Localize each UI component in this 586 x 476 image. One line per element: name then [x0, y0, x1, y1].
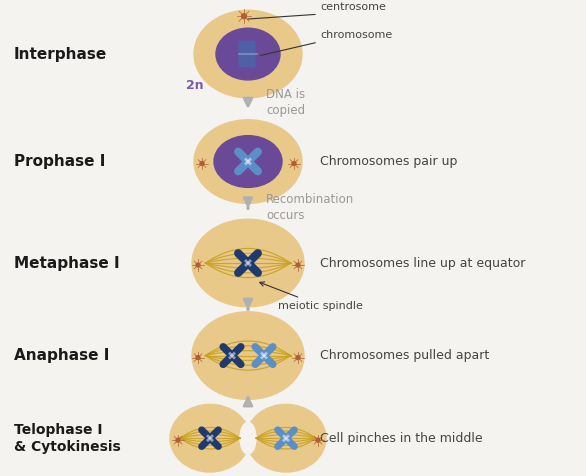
Circle shape	[292, 161, 296, 166]
Text: Anaphase I: Anaphase I	[14, 348, 110, 363]
Text: chromosome: chromosome	[320, 30, 392, 40]
Circle shape	[296, 356, 300, 359]
Text: Telophase I
& Cytokinesis: Telophase I & Cytokinesis	[14, 423, 121, 454]
Text: centrosome: centrosome	[320, 2, 386, 12]
FancyBboxPatch shape	[239, 40, 247, 68]
Text: Recombination
occurs: Recombination occurs	[266, 193, 355, 222]
Ellipse shape	[246, 404, 326, 472]
Circle shape	[316, 438, 320, 442]
Text: Chromosomes pulled apart: Chromosomes pulled apart	[320, 349, 489, 362]
Ellipse shape	[192, 219, 304, 307]
Ellipse shape	[240, 422, 256, 454]
Circle shape	[200, 161, 204, 166]
Text: Chromosomes pair up: Chromosomes pair up	[320, 155, 458, 168]
Circle shape	[176, 438, 180, 442]
Circle shape	[241, 14, 247, 19]
Ellipse shape	[216, 28, 280, 80]
Ellipse shape	[194, 10, 302, 98]
Ellipse shape	[214, 136, 282, 188]
Text: Chromosomes line up at equator: Chromosomes line up at equator	[320, 257, 526, 269]
Text: 2n: 2n	[186, 79, 203, 92]
Text: Prophase I: Prophase I	[14, 154, 105, 169]
Ellipse shape	[170, 404, 250, 472]
Ellipse shape	[194, 120, 302, 203]
Circle shape	[196, 263, 200, 267]
Text: Metaphase I: Metaphase I	[14, 256, 120, 270]
Text: Cell pinches in the middle: Cell pinches in the middle	[320, 432, 483, 445]
Ellipse shape	[192, 312, 304, 399]
Circle shape	[196, 356, 200, 359]
FancyBboxPatch shape	[247, 40, 255, 68]
Circle shape	[296, 263, 300, 267]
Text: meiotic spindle: meiotic spindle	[260, 282, 363, 311]
Text: Interphase: Interphase	[14, 47, 107, 61]
Text: DNA is
copied: DNA is copied	[266, 89, 305, 117]
